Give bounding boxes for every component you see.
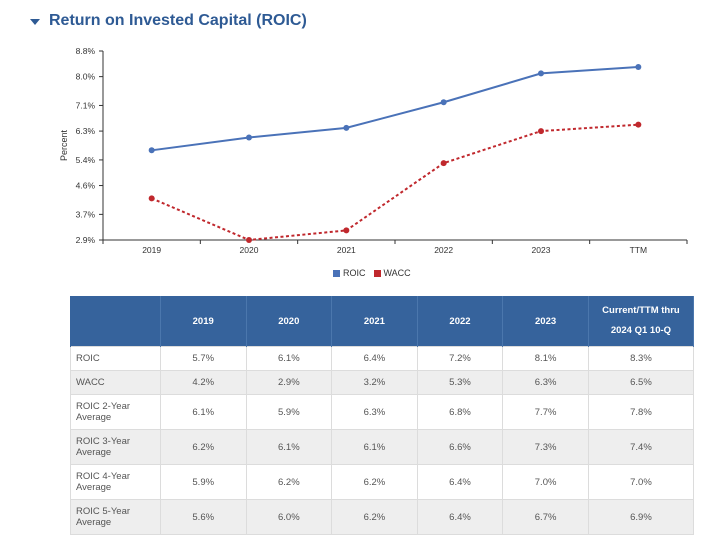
data-point-roic	[343, 124, 350, 131]
table-header-2021: 2021	[331, 296, 418, 347]
data-point-wacc	[635, 121, 642, 128]
collapse-caret-icon[interactable]	[30, 18, 40, 25]
table-header-2022: 2022	[417, 296, 504, 347]
table-cell: 6.1%	[159, 394, 247, 430]
table-cell: 6.0%	[245, 499, 333, 535]
table-cell: 6.5%	[587, 370, 695, 395]
y-axis-label: Percent	[59, 129, 69, 161]
table-cell: 5.9%	[159, 464, 247, 500]
x-tick-label: TTM	[630, 245, 647, 255]
table-cell: 6.2%	[159, 429, 247, 465]
x-tick-label: 2020	[240, 245, 259, 255]
legend-label: ROIC	[343, 268, 366, 278]
table-header-row: 2019 2020 2021 2022 2023 Current/TTM thr…	[70, 296, 695, 347]
table-cell: 6.1%	[245, 429, 333, 465]
legend-swatch	[333, 269, 340, 277]
table-header-2019: 2019	[160, 296, 247, 347]
roic-table: 2019 2020 2021 2022 2023 Current/TTM thr…	[70, 296, 695, 535]
table-cell: 7.0%	[502, 464, 589, 500]
legend-item-roic[interactable]: ROIC	[333, 268, 366, 278]
table-cell: 5.7%	[159, 346, 247, 371]
x-tick-label: 2022	[434, 245, 453, 255]
table-row: ROIC 5-Year Average 5.6% 6.0% 6.2% 6.4% 6.7% 6…	[70, 499, 695, 535]
y-tick-label: 4.6%	[76, 181, 96, 191]
row-label: ROIC 5-Year Average	[70, 499, 161, 535]
table-cell: 7.2%	[416, 346, 504, 371]
table-cell: 6.3%	[331, 394, 418, 430]
y-tick-label: 3.7%	[76, 209, 96, 219]
table-cell: 6.9%	[587, 499, 695, 535]
data-point-wacc	[148, 195, 155, 202]
table-cell: 6.1%	[245, 346, 333, 371]
table-cell: 7.4%	[587, 429, 695, 465]
data-point-roic	[148, 147, 155, 154]
table-header-2020: 2020	[246, 296, 333, 347]
data-point-roic	[538, 70, 544, 77]
row-label: ROIC 4-Year Average	[70, 464, 161, 500]
legend-swatch	[373, 269, 381, 277]
table-row: ROIC 2-Year Average 6.1% 5.9% 6.3% 6.8% 7.7% 7…	[70, 394, 695, 430]
table-cell: 7.3%	[502, 429, 589, 465]
legend-item-wacc[interactable]: WACC	[373, 268, 411, 278]
row-label: ROIC 3-Year Average	[70, 429, 161, 465]
table-cell: 6.4%	[331, 346, 418, 371]
table-cell: 6.4%	[416, 499, 504, 535]
table-cell: 6.4%	[416, 464, 504, 500]
table-cell: 4.2%	[159, 370, 247, 395]
data-point-roic	[635, 64, 642, 71]
table-cell: 7.8%	[587, 394, 695, 430]
table-cell: 8.3%	[587, 346, 695, 371]
table-header-blank	[70, 296, 161, 347]
table-cell: 3.2%	[331, 370, 418, 395]
table-header-2023: 2023	[502, 296, 589, 347]
y-tick-label: 8.8%	[76, 46, 96, 56]
table-row: WACC 4.2% 2.9% 3.2% 5.3% 6.3% 6.5%	[70, 370, 695, 395]
x-tick-label: 2021	[337, 245, 356, 255]
data-point-roic	[246, 134, 252, 141]
row-label: ROIC	[70, 346, 161, 371]
x-tick-label: 2023	[532, 245, 551, 255]
table-cell: 6.6%	[416, 429, 504, 465]
legend-label: WACC	[383, 268, 411, 278]
table-cell: 8.1%	[502, 346, 589, 371]
table-cell: 6.2%	[331, 464, 418, 500]
y-tick-label: 7.1%	[76, 100, 96, 110]
table-cell: 6.1%	[331, 429, 418, 465]
table-cell: 6.8%	[416, 394, 504, 430]
row-label: ROIC 2-Year Average	[70, 394, 161, 430]
data-point-wacc	[343, 227, 350, 234]
series-line-wacc	[151, 123, 639, 242]
table-cell: 2.9%	[245, 370, 333, 395]
roic-line-chart: 2.9% 3.7% 4.6% 5.4% 6.3% 7.1% 8.0% 8.8% Percent 2…	[59, 46, 688, 255]
table-cell: 6.7%	[502, 499, 589, 535]
table-cell: 6.2%	[331, 499, 418, 535]
data-point-roic	[440, 99, 447, 106]
chart-legend: ROIC WACC	[333, 268, 419, 278]
x-tick-label: 2019	[142, 245, 161, 255]
table-row: ROIC 5.7% 6.1% 6.4% 7.2% 8.1% 8.3%	[70, 346, 695, 371]
table-cell: 7.0%	[587, 464, 695, 500]
section-title: Return on Invested Capital (ROIC)	[49, 12, 307, 29]
series-line-roic	[151, 66, 639, 152]
y-tick-label: 6.3%	[76, 126, 96, 136]
table-cell: 6.2%	[245, 464, 333, 500]
table-cell: 7.7%	[502, 394, 589, 430]
table-row: ROIC 3-Year Average 6.2% 6.1% 6.1% 6.6% 7.3% 7…	[70, 429, 695, 465]
y-tick-label: 8.0%	[76, 72, 96, 82]
y-tick-label: 5.4%	[76, 155, 96, 165]
data-point-wacc	[538, 128, 544, 135]
table-cell: 5.6%	[159, 499, 247, 535]
table-row: ROIC 4-Year Average 5.9% 6.2% 6.2% 6.4% 7.0% 7…	[70, 464, 695, 500]
table-cell: 5.3%	[416, 370, 504, 395]
data-point-wacc	[246, 237, 252, 243]
table-cell: 5.9%	[245, 394, 333, 430]
row-label: WACC	[70, 370, 161, 395]
table-header-ttm: Current/TTM thru 2024 Q1 10-Q	[588, 296, 695, 347]
y-tick-label: 2.9%	[76, 235, 96, 245]
section-header[interactable]: Return on Invested Capital (ROIC)	[30, 12, 307, 30]
table-cell: 6.3%	[502, 370, 589, 395]
data-point-wacc	[440, 160, 447, 167]
